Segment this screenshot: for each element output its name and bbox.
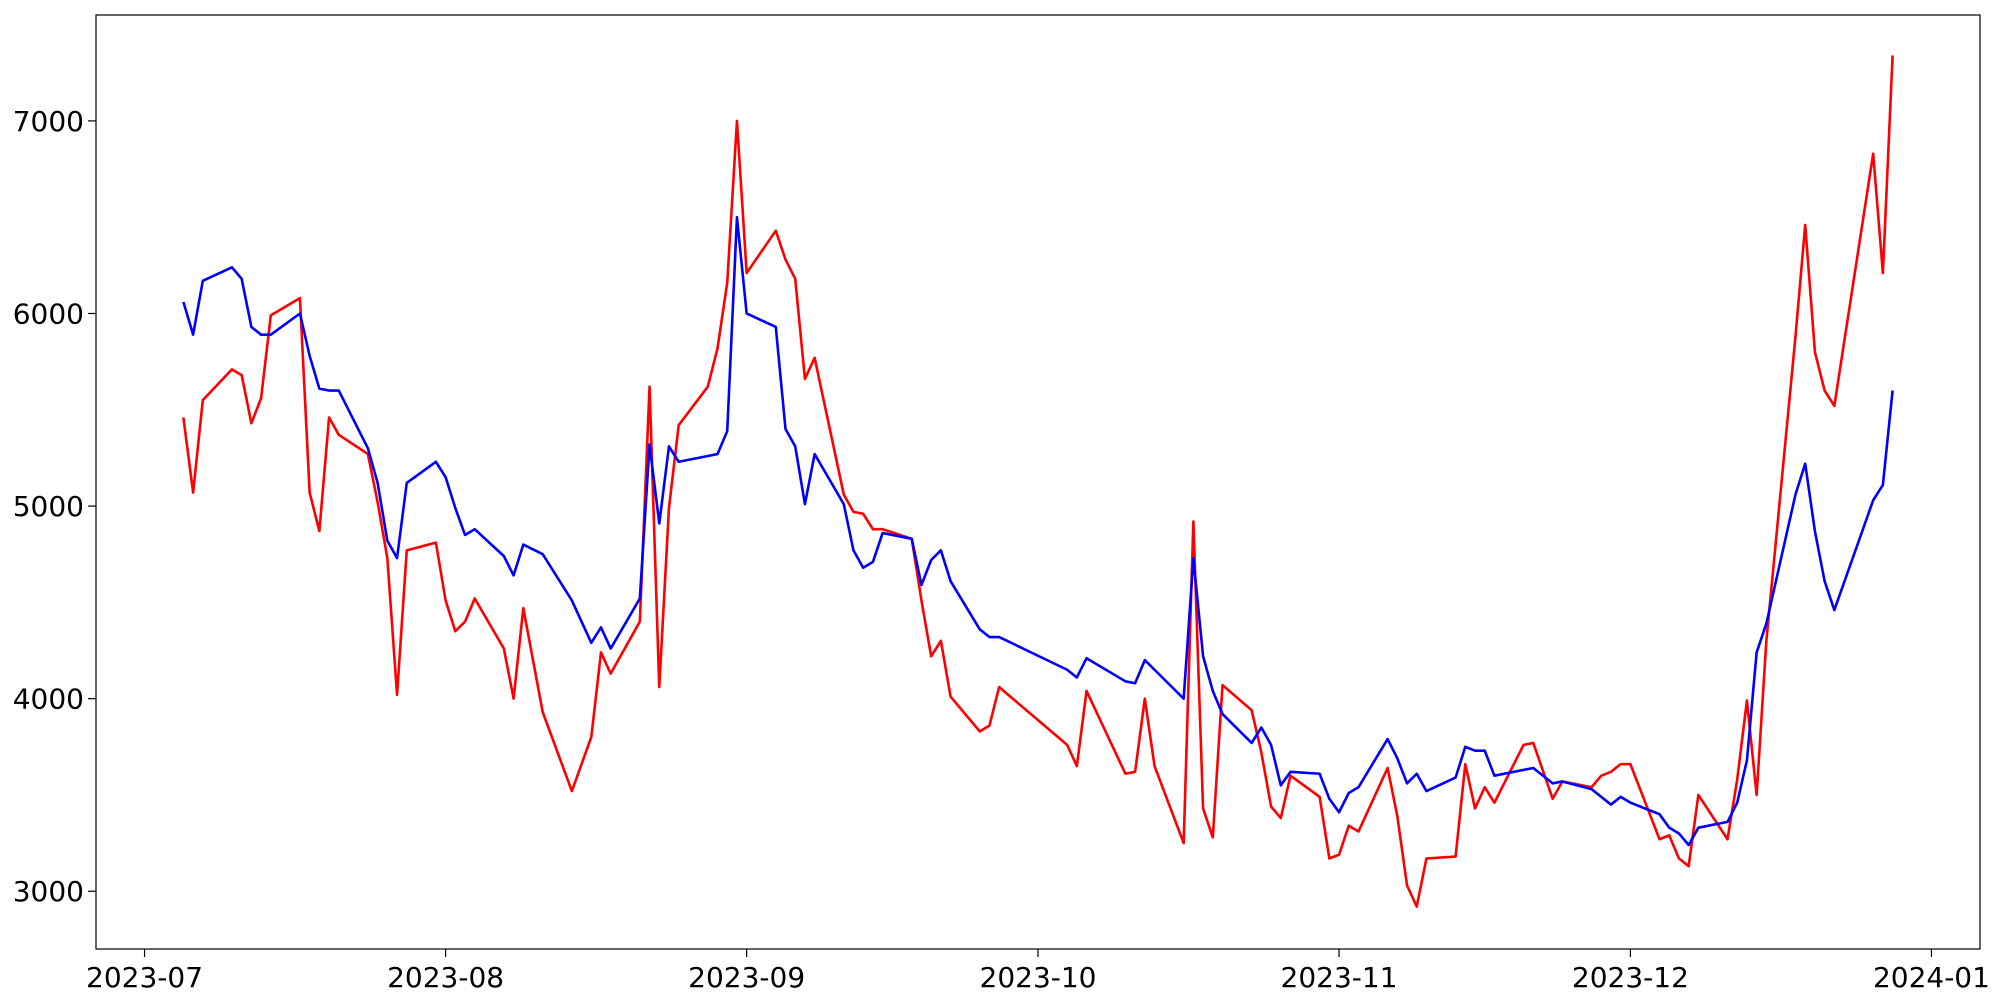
series-line <box>182 55 1894 908</box>
x-tick-label: 2023-07 <box>86 961 203 994</box>
x-tick-label: 2023-12 <box>1572 961 1689 994</box>
y-tick-label: 6000 <box>13 297 84 330</box>
x-tick-label: 2024-01 <box>1873 961 1990 994</box>
x-tick-label: 2023-10 <box>980 961 1097 994</box>
x-tick-label: 2023-11 <box>1281 961 1398 994</box>
series-line <box>182 215 1894 847</box>
y-tick-label: 5000 <box>13 490 84 523</box>
y-tick-label: 4000 <box>13 683 84 716</box>
x-tick-label: 2023-08 <box>387 961 504 994</box>
y-tick-label: 3000 <box>13 875 84 908</box>
plot-frame <box>95 14 1981 950</box>
x-tick-label: 2023-09 <box>688 961 805 994</box>
y-tick-label: 7000 <box>13 105 84 138</box>
